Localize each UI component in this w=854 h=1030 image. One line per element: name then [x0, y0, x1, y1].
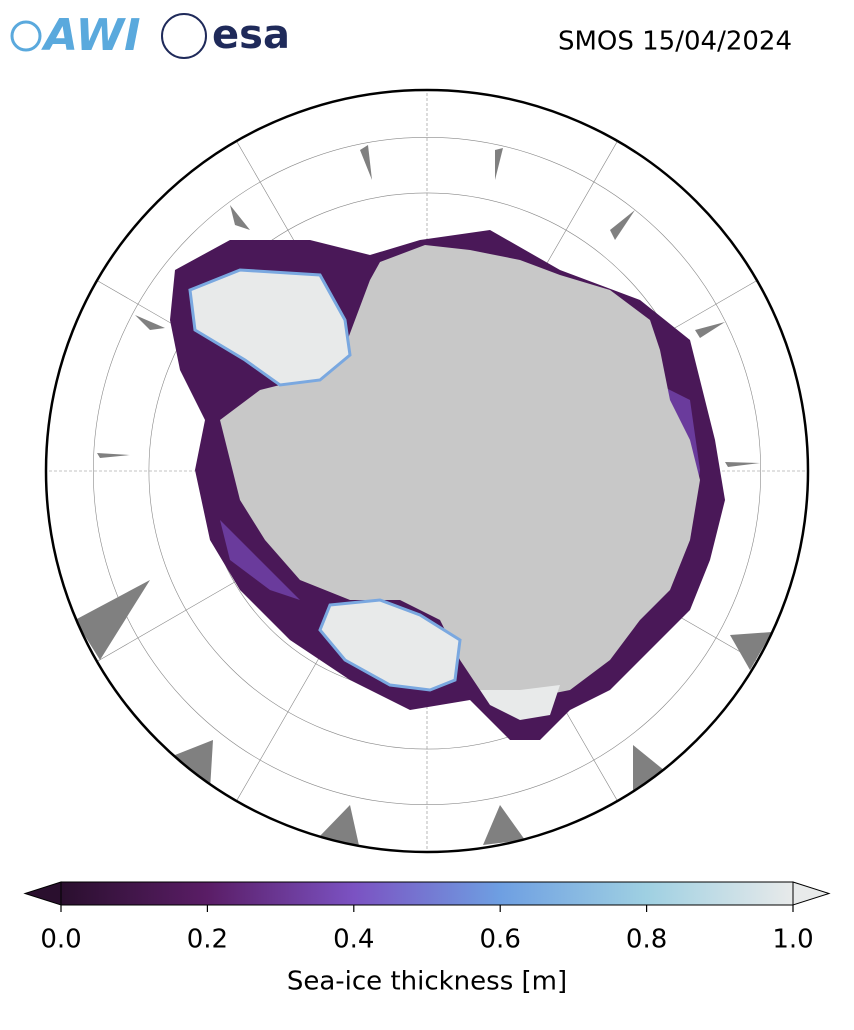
ice-thick-amundsen — [480, 685, 560, 720]
map-border — [44, 88, 810, 854]
colorbar-tick-label: 0.0 — [40, 925, 81, 955]
logos: AWI esa — [10, 10, 290, 61]
colorbar-tick-label: 1.0 — [772, 925, 813, 955]
latitude-circle — [92, 136, 762, 806]
colorbar-tick-label: 0.6 — [480, 925, 521, 955]
colorbar — [23, 881, 831, 912]
colorbar-label: Sea-ice thickness [m] — [287, 967, 567, 997]
colorbar-under — [23, 881, 62, 906]
islands — [75, 145, 772, 850]
esa-emblem — [161, 13, 207, 59]
esa-logo: esa — [212, 12, 290, 58]
colorbar-tick-label: 0.4 — [333, 925, 374, 955]
map — [46, 90, 808, 852]
colorbar-tick-label: 0.2 — [187, 925, 228, 955]
colorbar-tick-label: 0.8 — [626, 925, 667, 955]
awi-emblem — [10, 20, 42, 52]
ice-thick-ross — [318, 598, 462, 692]
awi-logo: AWI — [41, 10, 141, 61]
colorbar-over — [792, 881, 831, 906]
ice-thick-weddell — [188, 268, 352, 387]
antarctica — [220, 245, 700, 700]
colorbar-body — [60, 881, 794, 906]
title: SMOS 15/04/2024 — [558, 27, 792, 57]
